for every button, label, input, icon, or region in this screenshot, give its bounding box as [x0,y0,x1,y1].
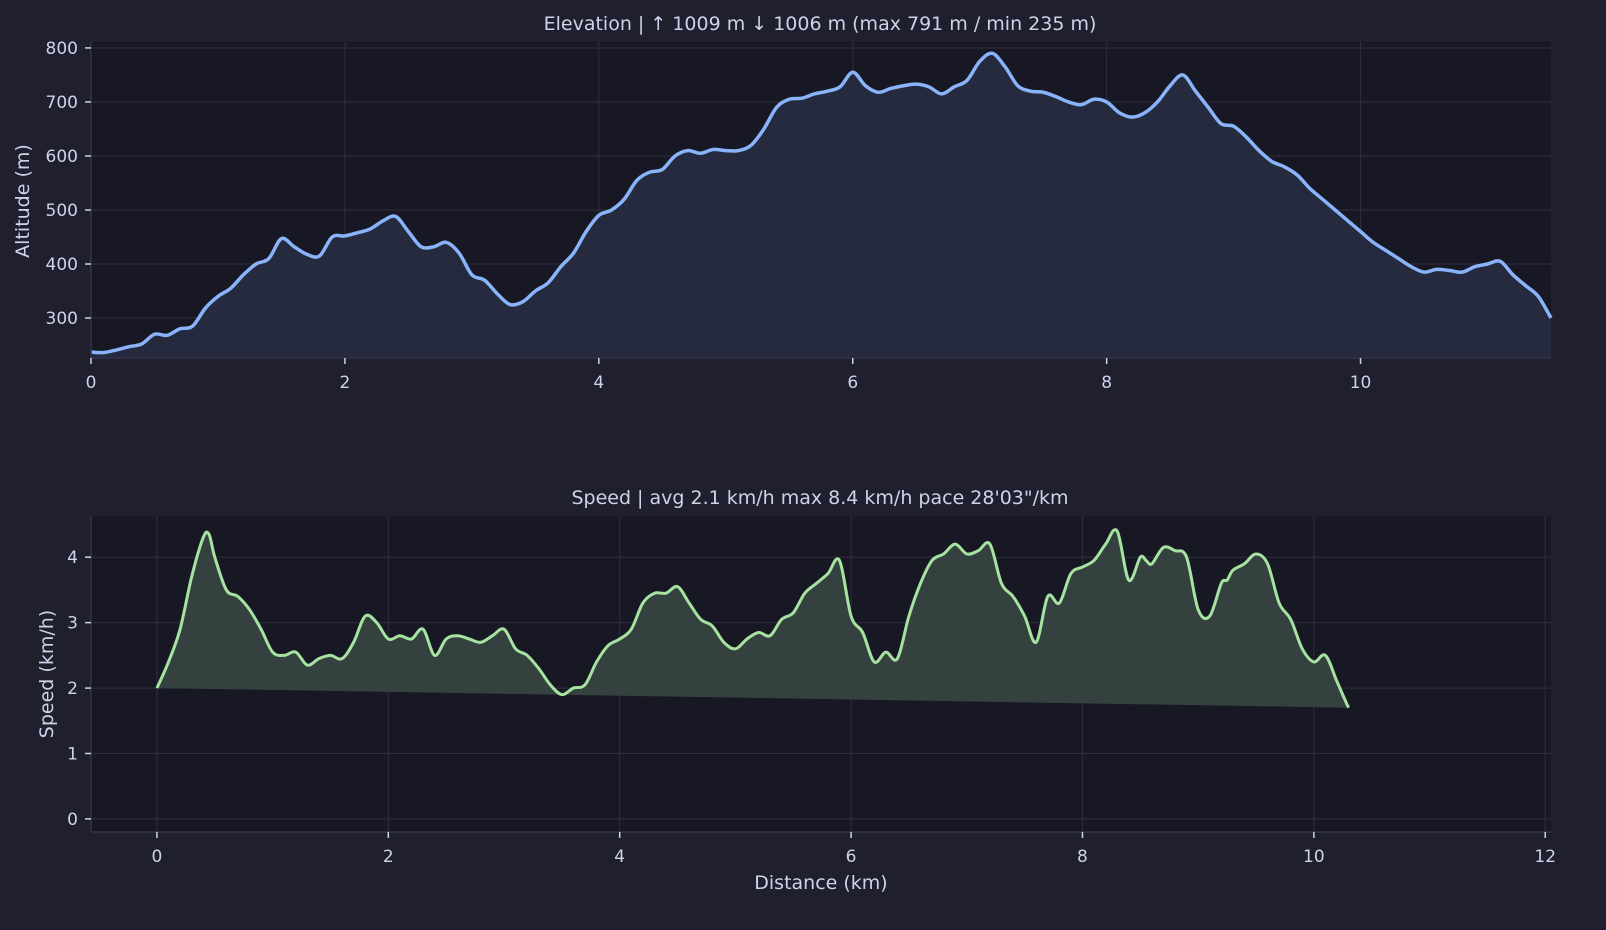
x-tick-label: 0 [86,373,97,393]
speed-x-axis-label: Distance (km) [754,872,887,894]
y-tick-label: 400 [46,255,78,275]
speed-area-fill [156,529,1349,708]
y-tick-label: 4 [67,548,78,568]
x-tick-label: 0 [152,847,163,867]
elevation-title: Elevation | ↑ 1009 m ↓ 1006 m (max 791 m… [544,13,1097,35]
elevation-axes: 0 2 4 6 8 10 300 400 500 600 700 800 [46,39,1551,393]
elevation-area-fill [91,53,1551,358]
x-tick-label: 10 [1303,847,1325,867]
y-tick-label: 700 [46,93,78,113]
x-tick-label: 2 [383,847,394,867]
x-tick-label: 2 [339,373,350,393]
x-tick-label: 4 [614,847,625,867]
y-tick-label: 1 [67,744,78,764]
y-tick-label: 600 [46,147,78,167]
speed-line [155,528,1350,709]
x-tick-label: 4 [593,373,604,393]
y-tick-label: 3 [67,614,78,634]
y-tick-label: 2 [67,679,78,699]
x-tick-label: 8 [1077,847,1088,867]
speed-title: Speed | avg 2.1 km/h max 8.4 km/h pace 2… [571,487,1068,509]
x-tick-label: 6 [846,847,857,867]
speed-y-axis-label: Speed (km/h) [36,610,58,738]
x-tick-label: 8 [1101,373,1112,393]
x-tick-label: 6 [847,373,858,393]
x-tick-label: 10 [1350,373,1372,393]
elevation-y-axis-label: Altitude (m) [12,144,34,258]
y-tick-label: 0 [67,810,78,830]
y-tick-label: 300 [46,309,78,329]
x-tick-label: 12 [1534,847,1556,867]
y-tick-label: 800 [46,39,78,59]
elevation-subplot: 0 2 4 6 8 10 300 400 500 600 700 800 Elevation | ↑ … [12,13,1553,393]
y-tick-label: 500 [46,201,78,221]
elevation-line [90,51,1553,355]
